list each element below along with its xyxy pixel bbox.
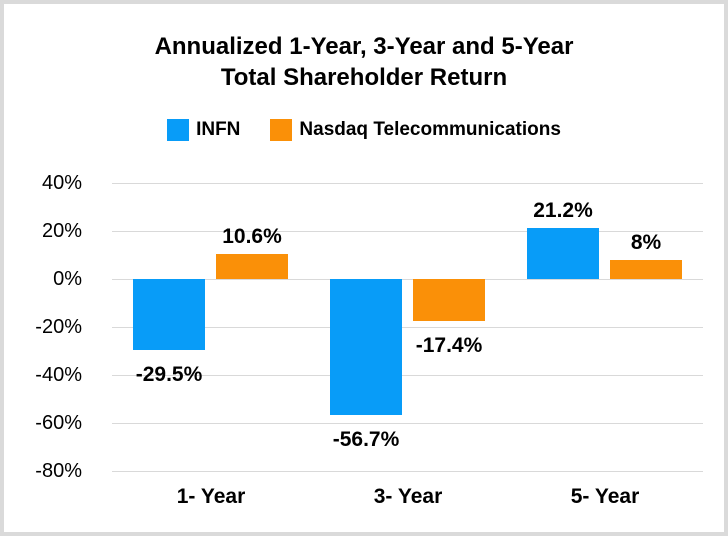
infn-legend-swatch [167,118,190,141]
data-label: 10.6% [222,225,282,248]
infn-legend-label: INFN [196,119,241,140]
legend: INFN Nasdaq Telecommunications [4,118,724,141]
bar-infn-1-year [133,279,205,350]
y-axis-tick-label: -60% [35,412,82,434]
x-axis-category-label: 1- Year [176,485,246,508]
y-axis-tick-label: -40% [35,364,82,386]
gridline [112,279,703,280]
legend-item-nasdaq: Nasdaq Telecommunications [270,118,561,141]
chart-title-line-1: Annualized 1-Year, 3-Year and 5-Year [154,33,574,60]
x-axis-category-label: 3- Year [373,485,443,508]
y-axis-tick-label: -20% [35,316,82,338]
bar-nasdaq-telecommunications-5-year [610,260,682,279]
bar-infn-5-year [527,228,599,279]
data-label: -29.5% [135,363,203,386]
gridline [112,375,703,376]
nasdaq-legend-swatch [270,118,293,141]
gridline [112,423,703,424]
chart-title: Annualized 1-Year, 3-Year and 5-Year Tot… [4,31,724,93]
data-label: 21.2% [533,199,593,222]
y-axis-tick-label: -80% [35,460,82,482]
gridline [112,471,703,472]
gridline [112,231,703,232]
data-label: -56.7% [332,428,400,451]
plot-area: 40% 20% 0% -20% -40% -60% -80% -29.5% -56.7% 21.2… [4,4,724,532]
x-axis-category-label: 5- Year [570,485,640,508]
gridline [112,183,703,184]
bar-infn-3-year [330,279,402,415]
y-axis-tick-label: 20% [41,220,82,242]
data-label: 8% [630,231,662,254]
gridline [112,327,703,328]
bar-nasdaq-telecommunications-1-year [216,254,288,279]
y-axis-tick-label: 40% [41,172,82,194]
y-axis-tick-label: 0% [53,268,82,290]
nasdaq-legend-label: Nasdaq Telecommunications [299,119,561,140]
legend-item-infn: INFN [167,118,240,141]
data-label: -17.4% [415,334,483,357]
chart-title-line-2: Total Shareholder Return [220,64,508,91]
bar-nasdaq-telecommunications-3-year [413,279,485,321]
